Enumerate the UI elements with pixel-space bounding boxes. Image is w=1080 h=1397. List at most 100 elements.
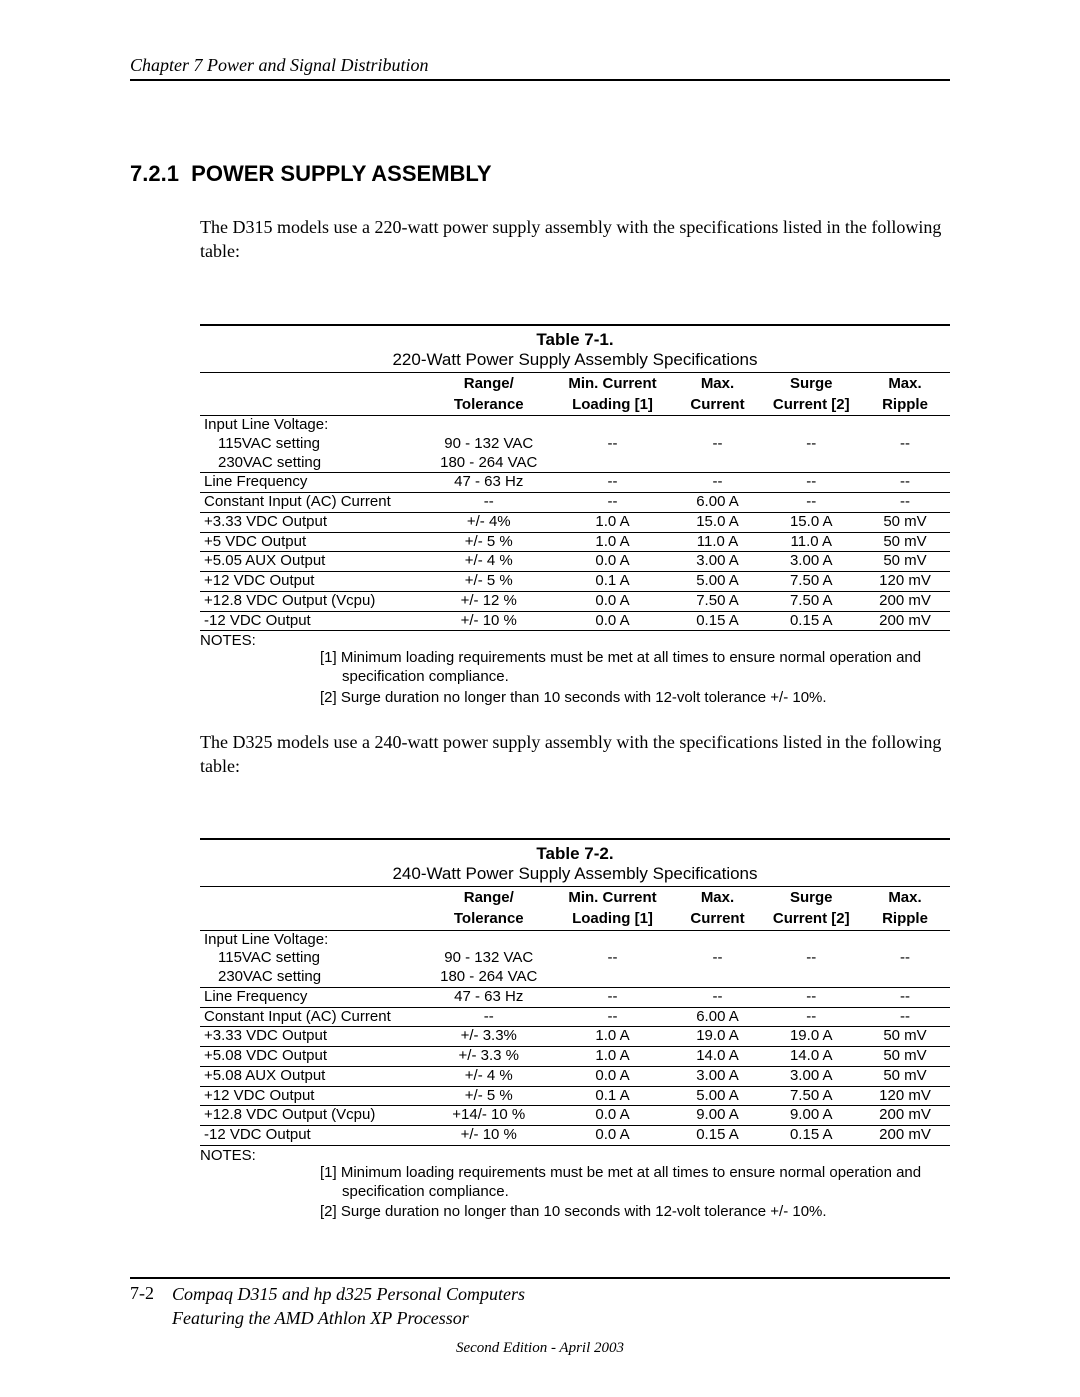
row-label: +5.08 AUX Output <box>200 1066 425 1086</box>
row-label: +12 VDC Output <box>200 1086 425 1106</box>
col-min-2: Loading [1] <box>553 394 673 416</box>
cell: 50 mV <box>860 512 950 532</box>
cell: 120 mV <box>860 572 950 592</box>
cell <box>860 454 950 473</box>
row-label: +12.8 VDC Output (Vcpu) <box>200 591 425 611</box>
notes-label: NOTES: <box>200 630 950 649</box>
table-7-2-block: Table 7-2. 240-Watt Power Supply Assembl… <box>200 838 950 1222</box>
col-surge-1: Surge <box>763 887 861 909</box>
col-min-1: Min. Current <box>553 887 673 909</box>
cell: 7.50 A <box>763 591 861 611</box>
cell: 3.00 A <box>673 552 763 572</box>
cell: 6.00 A <box>673 1007 763 1027</box>
cell: -- <box>553 435 673 454</box>
cell <box>673 930 763 949</box>
cell: 0.0 A <box>553 611 673 630</box>
cell: 14.0 A <box>673 1047 763 1067</box>
cell: 7.50 A <box>763 1086 861 1106</box>
col-range-1: Range/ <box>425 372 553 394</box>
col-min-2: Loading [1] <box>553 908 673 930</box>
cell: 0.0 A <box>553 552 673 572</box>
cell: 200 mV <box>860 1106 950 1126</box>
col-max-1: Max. <box>673 887 763 909</box>
table-1-body: Input Line Voltage:115VAC setting90 - 13… <box>200 416 950 631</box>
notes-label: NOTES: <box>200 1145 950 1164</box>
cell: 5.00 A <box>673 572 763 592</box>
row-label: Constant Input (AC) Current <box>200 493 425 513</box>
cell: -- <box>860 1007 950 1027</box>
cell: -- <box>553 1007 673 1027</box>
row-label: 115VAC setting <box>200 435 425 454</box>
cell: 0.0 A <box>553 1106 673 1126</box>
cell: -- <box>553 987 673 1007</box>
cell: -- <box>673 435 763 454</box>
row-label: Line Frequency <box>200 987 425 1007</box>
cell: 90 - 132 VAC <box>425 949 553 968</box>
cell <box>553 416 673 435</box>
col-surge-2: Current [2] <box>763 908 861 930</box>
row-label: 115VAC setting <box>200 949 425 968</box>
cell <box>860 416 950 435</box>
page-number: 7-2 <box>130 1283 154 1304</box>
cell: +/- 4 % <box>425 1066 553 1086</box>
cell: 14.0 A <box>763 1047 861 1067</box>
note-2: [2] Surge duration no longer than 10 sec… <box>320 1203 950 1222</box>
cell: -- <box>860 987 950 1007</box>
table-number: Table 7-2. <box>200 838 950 864</box>
section-number: 7.2.1 <box>130 161 179 186</box>
table-2-body: Input Line Voltage:115VAC setting90 - 13… <box>200 930 950 1145</box>
cell: 47 - 63 Hz <box>425 987 553 1007</box>
cell: +/- 10 % <box>425 1126 553 1145</box>
cell: -- <box>763 473 861 493</box>
cell <box>425 930 553 949</box>
cell: 180 - 264 VAC <box>425 968 553 987</box>
cell: +/- 5 % <box>425 1086 553 1106</box>
col-ripple-1: Max. <box>860 887 950 909</box>
row-label: +12 VDC Output <box>200 572 425 592</box>
cell <box>673 968 763 987</box>
cell: -- <box>673 987 763 1007</box>
cell <box>763 930 861 949</box>
page: Chapter 7 Power and Signal Distribution … <box>0 0 1080 1397</box>
row-label: 230VAC setting <box>200 454 425 473</box>
running-header: Chapter 7 Power and Signal Distribution <box>130 55 950 81</box>
cell: 5.00 A <box>673 1086 763 1106</box>
cell: +/- 12 % <box>425 591 553 611</box>
cell: 180 - 264 VAC <box>425 454 553 473</box>
cell: -- <box>763 987 861 1007</box>
cell: 9.00 A <box>763 1106 861 1126</box>
row-label: +5.08 VDC Output <box>200 1047 425 1067</box>
cell: 0.0 A <box>553 1066 673 1086</box>
row-label: Input Line Voltage: <box>200 930 425 949</box>
cell: 0.15 A <box>763 611 861 630</box>
cell: -- <box>763 435 861 454</box>
cell: -- <box>763 493 861 513</box>
cell <box>673 454 763 473</box>
cell: +/- 5 % <box>425 532 553 552</box>
cell: +/- 3.3% <box>425 1027 553 1047</box>
row-label: Constant Input (AC) Current <box>200 1007 425 1027</box>
row-label: -12 VDC Output <box>200 611 425 630</box>
cell: 3.00 A <box>763 1066 861 1086</box>
cell: 50 mV <box>860 1047 950 1067</box>
cell: 90 - 132 VAC <box>425 435 553 454</box>
cell: 50 mV <box>860 552 950 572</box>
row-label: +5.05 AUX Output <box>200 552 425 572</box>
cell: -- <box>425 493 553 513</box>
cell: 1.0 A <box>553 1047 673 1067</box>
cell <box>553 454 673 473</box>
table-caption: 220-Watt Power Supply Assembly Specifica… <box>200 350 950 372</box>
row-label: +5 VDC Output <box>200 532 425 552</box>
row-label: 230VAC setting <box>200 968 425 987</box>
cell: -- <box>860 473 950 493</box>
cell: -- <box>860 493 950 513</box>
cell: 11.0 A <box>673 532 763 552</box>
spec-table-1: Range/ Min. Current Max. Surge Max. Tole… <box>200 372 950 631</box>
cell: +/- 5 % <box>425 572 553 592</box>
cell: 3.00 A <box>673 1066 763 1086</box>
intro-paragraph-1: The D315 models use a 220-watt power sup… <box>200 215 950 264</box>
cell <box>763 968 861 987</box>
cell: +/- 4% <box>425 512 553 532</box>
col-surge-1: Surge <box>763 372 861 394</box>
footer-title-line-1: Compaq D315 and hp d325 Personal Compute… <box>172 1284 525 1304</box>
